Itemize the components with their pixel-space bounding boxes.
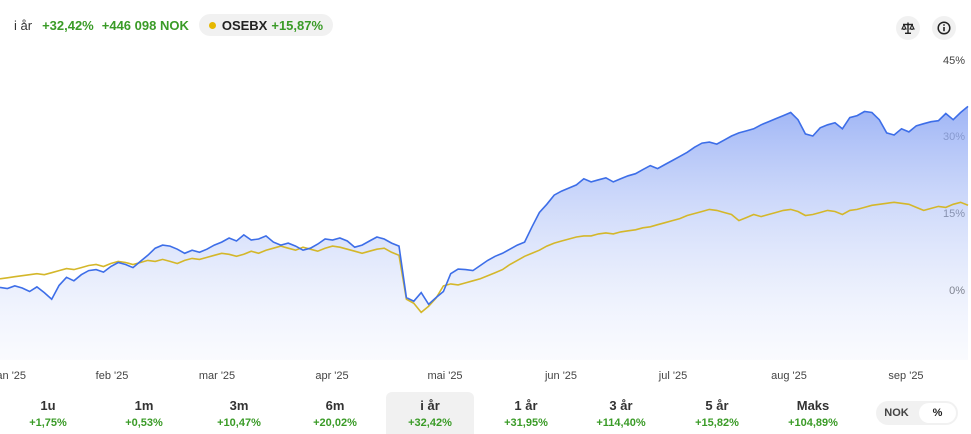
info-icon bbox=[937, 21, 951, 35]
benchmark-value: +15,87% bbox=[271, 17, 324, 33]
period-tab-value: +10,47% bbox=[217, 417, 261, 429]
period-tab-value: +15,82% bbox=[695, 417, 739, 429]
period-tab-label: Maks bbox=[796, 398, 830, 413]
period-tab-value: +20,02% bbox=[313, 417, 357, 429]
period-tab[interactable]: Maks +104,89% bbox=[769, 392, 857, 434]
period-tab[interactable]: 6m +20,02% bbox=[291, 392, 379, 434]
benchmark-pill[interactable]: OSEBX +15,87% bbox=[198, 14, 334, 36]
period-tab-label: 3m bbox=[229, 398, 249, 413]
period-tab-label: i år bbox=[420, 398, 440, 413]
period-tab-value: +104,89% bbox=[788, 417, 838, 429]
period-tab-label: 6m bbox=[325, 398, 345, 413]
x-tick-label: jul '25 bbox=[658, 370, 687, 382]
x-tick-label: apr '25 bbox=[315, 370, 348, 382]
return-value: +446 098 NOK bbox=[101, 17, 189, 33]
period-tab-label: 1 år bbox=[514, 398, 538, 413]
portfolio-area bbox=[0, 106, 968, 361]
performance-header: i år +32,42% +446 098 NOK OSEBX +15,87% bbox=[0, 14, 334, 36]
x-tick-label: aug '25 bbox=[771, 370, 807, 382]
benchmark-line bbox=[0, 201, 969, 314]
x-axis: jan '25 feb '25 mar '25 apr '25 mai '25 jun '… bbox=[0, 370, 924, 382]
period-tab-value: +32,42% bbox=[408, 417, 452, 429]
period-tab-value: +31,95% bbox=[504, 417, 548, 429]
period-tab-label: 5 år bbox=[705, 398, 729, 413]
info-button[interactable] bbox=[932, 16, 956, 40]
period-tab[interactable]: 3m +10,47% bbox=[195, 392, 283, 434]
period-tab-value: +1,75% bbox=[29, 417, 67, 429]
toggle-percent[interactable]: % bbox=[919, 403, 956, 423]
period-tab[interactable]: 1 år +31,95% bbox=[482, 392, 570, 434]
period-tab[interactable]: 3 år +114,40% bbox=[577, 392, 665, 434]
period-tab[interactable]: i år +32,42% bbox=[386, 392, 474, 434]
return-percent: +32,42% bbox=[42, 17, 94, 33]
benchmark-dot-icon bbox=[208, 21, 216, 29]
period-label: i år bbox=[14, 17, 33, 33]
scale-icon bbox=[901, 22, 915, 35]
period-tab-label: 1u bbox=[40, 398, 56, 413]
period-tab-value: +114,40% bbox=[596, 417, 646, 429]
period-tab[interactable]: 1u +1,75% bbox=[4, 392, 92, 434]
x-tick-label: sep '25 bbox=[888, 370, 923, 382]
period-tab-label: 1m bbox=[134, 398, 154, 413]
portfolio-line bbox=[0, 105, 969, 306]
period-tab-label: 3 år bbox=[609, 398, 633, 413]
period-tab[interactable]: 5 år +15,82% bbox=[673, 392, 761, 434]
x-tick-label: feb '25 bbox=[96, 370, 129, 382]
x-tick-label: jan '25 bbox=[0, 370, 26, 382]
benchmark-name: OSEBX bbox=[221, 17, 268, 33]
toggle-nok[interactable]: NOK bbox=[884, 407, 909, 419]
x-tick-label: mar '25 bbox=[199, 370, 235, 382]
y-tick-label: 45% bbox=[943, 55, 965, 67]
period-tab-value: +0,53% bbox=[125, 417, 163, 429]
compare-button[interactable] bbox=[896, 16, 920, 40]
unit-toggle[interactable]: NOK % bbox=[876, 401, 958, 425]
x-tick-label: jun '25 bbox=[544, 370, 577, 382]
x-tick-label: mai '25 bbox=[427, 370, 462, 382]
period-tab[interactable]: 1m +0,53% bbox=[100, 392, 188, 434]
period-tabs: 1u +1,75% 1m +0,53% 3m +10,47% 6m +20,02% i år +3… bbox=[0, 392, 971, 434]
